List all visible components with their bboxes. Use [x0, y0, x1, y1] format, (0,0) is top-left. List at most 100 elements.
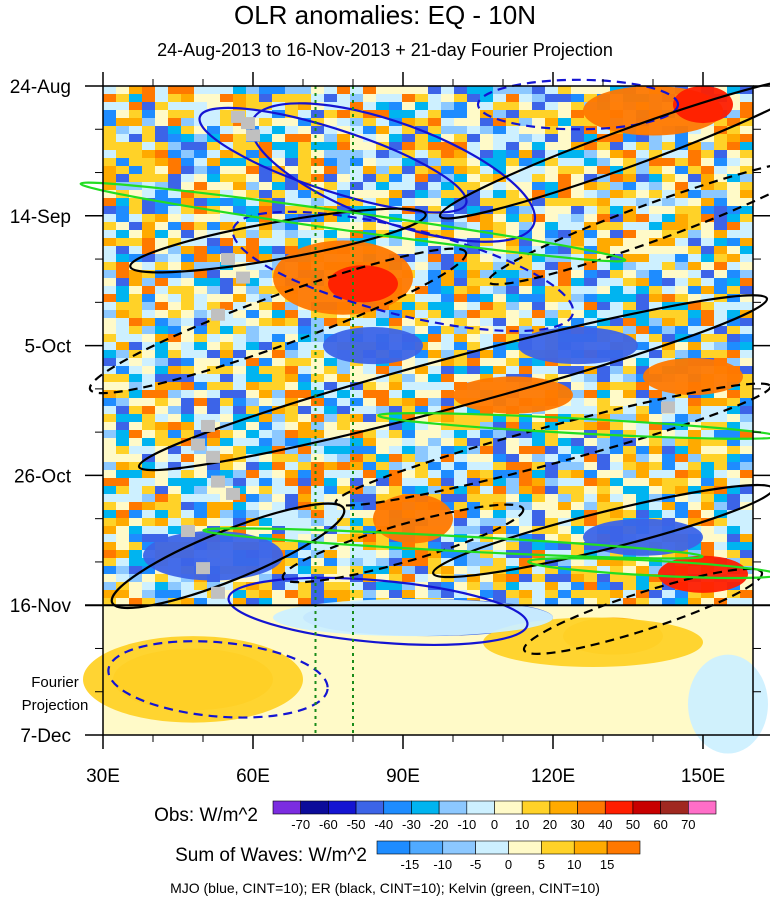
field-cell [740, 198, 754, 207]
field-cell [389, 238, 403, 247]
field-cell [142, 166, 156, 175]
field-cell [571, 374, 585, 383]
field-cell [285, 582, 299, 591]
field-cell [155, 262, 169, 271]
field-cell [272, 502, 286, 511]
field-cell [246, 246, 260, 255]
field-cell [558, 270, 572, 279]
field-cell [155, 318, 169, 327]
field-cell [727, 494, 741, 503]
field-cell [701, 542, 715, 551]
wave-contour-23 [476, 78, 680, 131]
field-cell [740, 214, 754, 223]
field-cell [142, 462, 156, 471]
field-cell [545, 566, 559, 575]
field-cell [480, 414, 494, 423]
field-cell [155, 510, 169, 519]
field-cell [207, 398, 221, 407]
field-cell [246, 574, 260, 583]
wave-contour-24 [227, 576, 529, 646]
field-cell [207, 198, 221, 207]
field-cell [103, 438, 117, 447]
field-cell [688, 246, 702, 255]
field-cell [220, 230, 234, 239]
field-cell [285, 118, 299, 127]
field-cell [116, 246, 130, 255]
field-cell [350, 438, 364, 447]
field-cell [454, 374, 468, 383]
field-cell [155, 422, 169, 431]
field-cell [649, 166, 663, 175]
field-cell [103, 246, 117, 255]
field-cell [558, 534, 572, 543]
field-cell [415, 326, 429, 335]
field-cell [285, 486, 299, 495]
field-cell [103, 462, 117, 471]
field-cell [649, 182, 663, 191]
field-cell [155, 166, 169, 175]
field-cell [363, 550, 377, 559]
field-cell [701, 438, 715, 447]
field-cell [155, 574, 169, 583]
field-cell [142, 198, 156, 207]
field-cell [519, 558, 533, 567]
field-cell [233, 318, 247, 327]
field-cell [103, 158, 117, 167]
field-cell [428, 286, 442, 295]
field-cell [636, 134, 650, 143]
field-cell [428, 430, 442, 439]
field-cell [103, 334, 117, 343]
field-cell [727, 486, 741, 495]
field-cell [584, 222, 598, 231]
field-cell [350, 190, 364, 199]
field-cell [493, 510, 507, 519]
field-cell [116, 454, 130, 463]
field-cell [558, 278, 572, 287]
field-cell [532, 542, 546, 551]
field-cell [415, 198, 429, 207]
field-cell [558, 574, 572, 583]
field-cell [675, 398, 689, 407]
field-cell [610, 198, 624, 207]
field-cell [168, 302, 182, 311]
field-cell [129, 526, 143, 535]
field-cell [441, 278, 455, 287]
field-cell [194, 526, 208, 535]
field-cell [727, 478, 741, 487]
field-cell [168, 206, 182, 215]
field-cell [207, 470, 221, 479]
field-cell [740, 110, 754, 119]
field-cell [402, 382, 416, 391]
field-cell [740, 246, 754, 255]
field-cell [519, 214, 533, 223]
field-cell [194, 230, 208, 239]
field-cell [701, 502, 715, 511]
field-cell [558, 374, 572, 383]
field-cell [571, 510, 585, 519]
field-cell [285, 398, 299, 407]
field-cell [168, 118, 182, 127]
field-cell [662, 166, 676, 175]
field-cell [493, 222, 507, 231]
field-cell [259, 326, 273, 335]
field-cell [389, 182, 403, 191]
field-cell [454, 254, 468, 263]
field-cell [259, 462, 273, 471]
field-cell [610, 142, 624, 151]
field-cell [142, 134, 156, 143]
field-cell [441, 550, 455, 559]
field-cell [298, 126, 312, 135]
field-cell [480, 174, 494, 183]
field-cell [350, 566, 364, 575]
field-cell [285, 366, 299, 375]
field-cell [415, 110, 429, 119]
field-cell [610, 238, 624, 247]
field-cell [129, 406, 143, 415]
field-cell [350, 374, 364, 383]
field-cell [610, 438, 624, 447]
field-cell [740, 598, 754, 606]
field-cell [727, 550, 741, 559]
field-cell [142, 206, 156, 215]
y-tick-label: 7-Dec [20, 726, 71, 747]
field-cell [181, 246, 195, 255]
